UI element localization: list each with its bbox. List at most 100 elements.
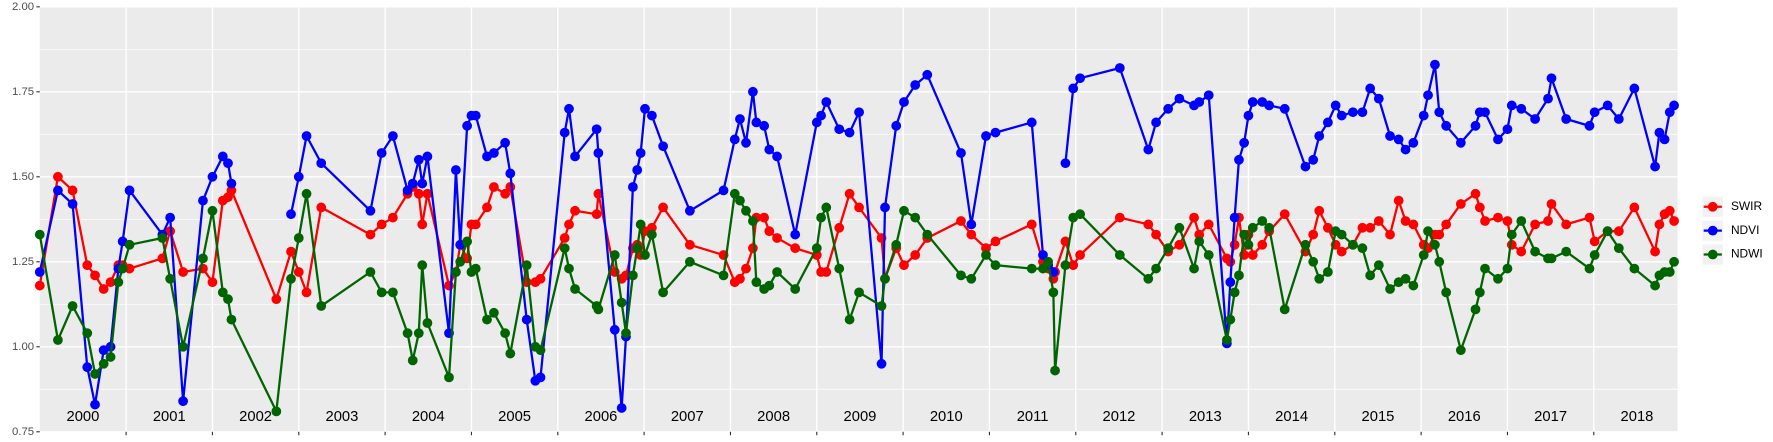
data-point (834, 263, 845, 274)
data-point (1385, 131, 1395, 141)
year-label: 2010 (930, 409, 963, 425)
data-point (1279, 103, 1290, 114)
data-point (82, 328, 93, 339)
data-point (387, 287, 398, 298)
data-point (207, 205, 218, 216)
data-point (53, 185, 63, 196)
data-point (1264, 222, 1275, 233)
data-point (413, 154, 424, 165)
data-point (1143, 273, 1154, 284)
data-point (764, 144, 775, 155)
data-point (990, 260, 1001, 271)
data-point (105, 277, 116, 288)
year-label: 2011 (1017, 409, 1049, 425)
data-point (1441, 287, 1452, 298)
data-point (1664, 205, 1675, 216)
data-point (482, 314, 492, 325)
data-point (735, 273, 745, 284)
data-point (1243, 239, 1254, 250)
data-point (741, 263, 751, 274)
data-point (609, 250, 620, 260)
data-point (1194, 97, 1205, 107)
data-point (1151, 263, 1161, 274)
data-point (271, 406, 282, 417)
data-point (741, 137, 751, 148)
data-point (821, 267, 832, 277)
year-label: 2008 (757, 409, 790, 425)
data-point (966, 229, 977, 240)
data-point (1423, 226, 1433, 237)
data-point (658, 202, 668, 213)
data-point (1357, 222, 1368, 233)
data-point (1257, 216, 1268, 226)
data-point (1239, 229, 1250, 240)
data-point (834, 222, 845, 233)
data-point (570, 205, 580, 216)
data-point (1114, 212, 1125, 223)
data-point (482, 202, 492, 213)
data-point (1659, 134, 1670, 145)
data-point (956, 270, 966, 281)
data-point (157, 233, 168, 243)
data-point (899, 205, 909, 216)
data-point (1243, 110, 1254, 121)
data-point (1365, 222, 1376, 233)
year-label: 2004 (412, 409, 445, 425)
data-point (1543, 216, 1553, 226)
data-point (1174, 93, 1185, 104)
data-point (1654, 127, 1665, 138)
data-point (286, 273, 296, 284)
data-point (489, 182, 499, 192)
data-point (178, 267, 188, 277)
data-point (981, 131, 991, 141)
data-point (1400, 216, 1411, 226)
data-point (226, 185, 237, 196)
data-point (470, 219, 481, 230)
data-point (741, 205, 751, 216)
data-point (1330, 100, 1341, 111)
data-point (1373, 93, 1384, 104)
y-tick-label: 1.50 (12, 171, 34, 183)
data-point (1584, 120, 1595, 131)
data-point (535, 273, 546, 284)
data-point (764, 280, 775, 291)
data-point (67, 301, 78, 311)
data-point (1650, 161, 1660, 172)
data-point (876, 301, 887, 311)
data-point (198, 195, 208, 206)
data-point (1163, 243, 1174, 254)
data-point (854, 287, 864, 298)
y-tick-label: 0.75 (12, 426, 34, 438)
data-point (1434, 107, 1445, 118)
data-point (165, 212, 176, 223)
data-point (966, 219, 977, 230)
data-point (387, 212, 398, 223)
data-point (1393, 134, 1404, 145)
data-point (1455, 345, 1466, 356)
data-point (1423, 90, 1433, 101)
data-point (67, 185, 78, 196)
year-label: 2000 (67, 409, 100, 425)
data-point (365, 229, 376, 240)
data-point (1075, 250, 1085, 260)
data-point (559, 243, 570, 254)
y-tick-label: 2.00 (12, 1, 34, 13)
year-label: 2009 (844, 409, 877, 425)
data-point (1474, 202, 1485, 213)
data-point (1114, 250, 1125, 260)
data-point (1229, 239, 1240, 250)
data-point (564, 103, 574, 114)
data-point (1455, 199, 1466, 209)
data-point (570, 284, 580, 294)
data-point (1247, 250, 1258, 260)
data-point (316, 158, 327, 169)
data-point (684, 256, 695, 267)
data-point (922, 69, 933, 80)
data-point (564, 263, 574, 274)
data-point (899, 260, 909, 271)
data-point (535, 345, 546, 356)
data-point (417, 260, 428, 271)
data-point (376, 287, 387, 298)
data-point (67, 199, 78, 209)
